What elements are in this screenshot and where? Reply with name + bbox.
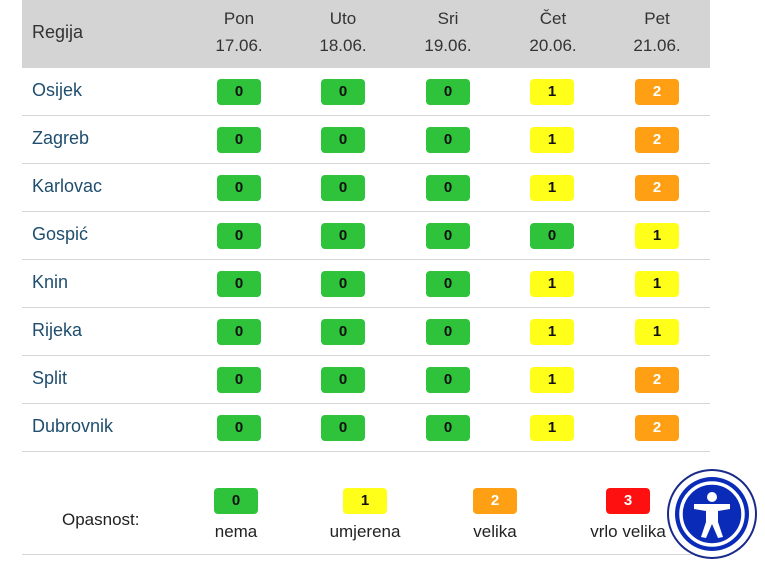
table-row: Karlovac 0 0 0 1 2 (22, 164, 710, 212)
day-name: Čet (539, 9, 567, 28)
danger-level-badge: 1 (530, 79, 574, 105)
legend-item-moderate: 1 umjerena (305, 488, 425, 542)
legend-label: vrlo velika (590, 522, 666, 541)
danger-level-badge: 0 (426, 79, 470, 105)
danger-level-badge: 1 (635, 319, 679, 345)
day-date: 20.06. (529, 36, 577, 55)
danger-level-badge: 0 (217, 127, 261, 153)
danger-level-badge: 0 (426, 127, 470, 153)
danger-level-badge: 1 (530, 271, 574, 297)
legend-badge: 3 (606, 488, 650, 514)
legend-item-none: 0 nema (176, 488, 296, 542)
danger-level-badge: 2 (635, 367, 679, 393)
region-link[interactable]: Zagreb (32, 128, 90, 148)
danger-level-badge: 0 (217, 223, 261, 249)
table-header: Regija Pon 17.06. Uto 18.06. Sri 19.06. … (22, 0, 710, 68)
danger-level-badge: 1 (530, 175, 574, 201)
danger-level-badge: 0 (321, 175, 365, 201)
danger-level-badge: 0 (217, 79, 261, 105)
danger-level-badge: 0 (321, 127, 365, 153)
legend-item-very-high: 3 vrlo velika (568, 488, 688, 542)
legend-label: nema (214, 522, 258, 541)
danger-level-badge: 2 (635, 415, 679, 441)
danger-level-badge: 0 (217, 175, 261, 201)
day-name: Pon (223, 9, 255, 28)
legend-label: velika (473, 522, 517, 541)
region-column-header: Regija (32, 22, 84, 42)
danger-level-badge: 0 (426, 415, 470, 441)
region-link[interactable]: Knin (32, 272, 69, 292)
legend-title: Opasnost: (62, 510, 140, 529)
accessibility-button[interactable] (669, 471, 755, 557)
day-header-thu: Čet 20.06. (503, 5, 603, 59)
day-name: Uto (329, 9, 357, 28)
table-row: Rijeka 0 0 0 1 1 (22, 308, 710, 356)
day-header-wed: Sri 19.06. (398, 5, 498, 59)
day-name: Sri (437, 9, 459, 28)
legend-badge: 0 (214, 488, 258, 514)
day-date: 18.06. (319, 36, 367, 55)
danger-level-badge: 0 (321, 415, 365, 441)
danger-level-badge: 0 (426, 223, 470, 249)
legend-label: umjerena (329, 522, 401, 541)
danger-level-badge: 1 (635, 271, 679, 297)
fire-danger-table: Regija Pon 17.06. Uto 18.06. Sri 19.06. … (22, 0, 710, 452)
danger-level-badge: 1 (530, 415, 574, 441)
table-row: Zagreb 0 0 0 1 2 (22, 116, 710, 164)
danger-level-badge: 0 (217, 271, 261, 297)
table-body: Osijek 0 0 0 1 2 Zagreb 0 0 0 1 2 Karlovac 0 0 0 1 2 Gospi… (22, 68, 710, 452)
danger-level-badge: 0 (217, 367, 261, 393)
day-header-tue: Uto 18.06. (293, 5, 393, 59)
danger-level-badge: 1 (635, 223, 679, 249)
day-date: 21.06. (633, 36, 681, 55)
region-link[interactable]: Osijek (32, 80, 83, 100)
region-link[interactable]: Split (32, 368, 68, 388)
table-row: Knin 0 0 0 1 1 (22, 260, 710, 308)
legend-badge: 2 (473, 488, 517, 514)
danger-level-badge: 1 (530, 367, 574, 393)
danger-level-badge: 0 (530, 223, 574, 249)
danger-level-badge: 1 (530, 319, 574, 345)
danger-level-badge: 0 (321, 79, 365, 105)
danger-level-badge: 0 (321, 319, 365, 345)
danger-level-badge: 0 (426, 319, 470, 345)
table-row: Dubrovnik 0 0 0 1 2 (22, 404, 710, 452)
region-link[interactable]: Dubrovnik (32, 416, 114, 436)
danger-level-badge: 2 (635, 175, 679, 201)
danger-level-badge: 0 (321, 367, 365, 393)
table-row: Gospić 0 0 0 0 1 (22, 212, 710, 260)
day-date: 19.06. (424, 36, 472, 55)
accessibility-icon (675, 477, 749, 551)
day-date: 17.06. (215, 36, 263, 55)
region-link[interactable]: Gospić (32, 224, 89, 244)
region-link[interactable]: Rijeka (32, 320, 83, 340)
danger-level-badge: 0 (426, 271, 470, 297)
danger-level-badge: 2 (635, 127, 679, 153)
day-header-mon: Pon 17.06. (189, 5, 289, 59)
danger-legend: Opasnost: 0 nema 1 umjerena 2 velika 3 v… (22, 470, 710, 555)
region-link[interactable]: Karlovac (32, 176, 103, 196)
day-name: Pet (644, 9, 670, 28)
legend-badge: 1 (343, 488, 387, 514)
danger-level-badge: 0 (426, 175, 470, 201)
danger-level-badge: 0 (217, 319, 261, 345)
table-row: Osijek 0 0 0 1 2 (22, 68, 710, 116)
danger-level-badge: 0 (321, 271, 365, 297)
day-header-fri: Pet 21.06. (607, 5, 707, 59)
danger-level-badge: 1 (530, 127, 574, 153)
danger-level-badge: 0 (321, 223, 365, 249)
danger-level-badge: 2 (635, 79, 679, 105)
danger-level-badge: 0 (217, 415, 261, 441)
legend-item-high: 2 velika (435, 488, 555, 542)
danger-level-badge: 0 (426, 367, 470, 393)
table-row: Split 0 0 0 1 2 (22, 356, 710, 404)
